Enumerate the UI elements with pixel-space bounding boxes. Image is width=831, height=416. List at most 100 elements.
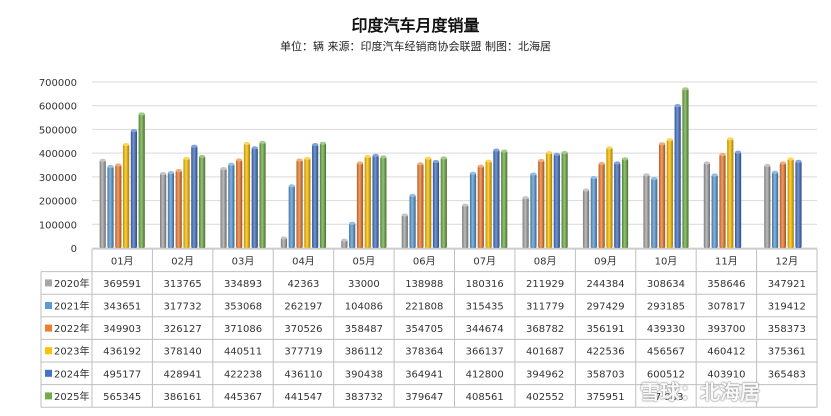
bar-top-2025年-04月 <box>319 141 327 145</box>
bar-top-2022年-12月 <box>779 161 786 165</box>
bar-top-2023年-05月 <box>364 154 371 159</box>
bar-2023年-06月 <box>425 158 432 248</box>
x-tick-label-7: 08月 <box>534 255 557 267</box>
bar-top-2025年-03月 <box>259 140 266 144</box>
bar-top-2024年-10月 <box>674 103 681 108</box>
bar-top-2020年-02月 <box>160 171 167 176</box>
data-label-2020年-06月: 138988 <box>405 279 443 290</box>
bar-top-2021年-04月 <box>288 184 295 188</box>
bar-top-2023年-04月 <box>304 156 311 161</box>
bar-top-2024年-05月 <box>372 153 379 158</box>
data-label-2024年-08月: 394962 <box>526 369 564 380</box>
bar-2021年-12月 <box>771 172 779 248</box>
data-label-2025年-01月: 565345 <box>103 392 141 403</box>
bar-2020年-10月 <box>643 174 650 248</box>
bar-top-2023年-01月 <box>123 142 130 147</box>
bar-top-2022年-06月 <box>417 162 424 166</box>
bar-top-2024年-07月 <box>493 148 500 152</box>
bar-top-2022年-01月 <box>115 163 122 167</box>
y-tick-label-6: 600000 <box>39 102 77 113</box>
bar-2023年-04月 <box>304 158 311 248</box>
data-label-2021年-12月: 319412 <box>768 302 806 313</box>
x-tick-label-8: 09月 <box>594 255 617 267</box>
y-tick-label-0: 0 <box>71 244 77 255</box>
bar-2024年-12月 <box>795 161 802 248</box>
data-label-2025年-10月: 67 963 <box>648 392 683 403</box>
bar-2023年-08月 <box>545 152 553 248</box>
bar-top-2020年-10月 <box>643 173 650 177</box>
legend-label-2020年: 2020年 <box>54 277 89 290</box>
bar-2025年-09月 <box>621 158 629 248</box>
bar-2025年-01月 <box>138 113 145 249</box>
bar-2020年-09月 <box>582 190 590 248</box>
bar-2022年-07月 <box>477 166 484 248</box>
data-label-2021年-10月: 293185 <box>647 302 685 313</box>
legend-label-2021年: 2021年 <box>54 300 89 313</box>
data-label-2025年-07月: 408561 <box>466 392 504 403</box>
bar-top-2024年-03月 <box>251 146 258 150</box>
bar-2023年-03月 <box>243 143 251 248</box>
bar-2023年-07月 <box>485 161 492 248</box>
data-label-2020年-08月: 211929 <box>526 279 564 290</box>
chart-title: 印度汽车月度销量 <box>351 16 480 35</box>
bar-top-2021年-05月 <box>349 221 356 225</box>
data-label-2023年-09月: 422536 <box>586 347 624 358</box>
data-label-2023年-05月: 386112 <box>345 347 383 358</box>
data-label-2022年-10月: 439330 <box>647 324 685 335</box>
bar-top-2025年-09月 <box>621 157 629 161</box>
bar-top-2020年-11月 <box>703 161 710 165</box>
bar-top-2025年-02月 <box>199 154 206 159</box>
bar-top-2023年-12月 <box>787 157 794 161</box>
bar-2020年-08月 <box>522 197 529 248</box>
x-tick-label-2: 03月 <box>232 255 255 267</box>
data-label-2025年-05月: 383732 <box>345 392 383 403</box>
bar-2023年-05月 <box>364 156 371 248</box>
data-label-2025年-02月: 386161 <box>164 392 202 403</box>
bar-top-2020年-01月 <box>99 158 106 162</box>
data-label-2022年-03月: 371086 <box>224 324 262 335</box>
legend-label-2022年: 2022年 <box>54 322 89 335</box>
bar-2020年-01月 <box>99 160 106 248</box>
data-label-2024年-07月: 412800 <box>466 369 504 380</box>
chart-subtitle: 单位：辆 来源：印度汽车经销商协会联盟 制图：北海居 <box>280 40 551 53</box>
bar-top-2021年-03月 <box>228 162 235 166</box>
bar-2023年-02月 <box>183 158 190 248</box>
data-label-2023年-08月: 401687 <box>526 347 564 358</box>
bar-2023年-10月 <box>666 139 673 248</box>
bar-2021年-03月 <box>228 164 235 248</box>
data-label-2024年-04月: 436110 <box>284 369 322 380</box>
bar-top-2020年-06月 <box>401 213 408 217</box>
data-label-2022年-02月: 326127 <box>164 324 202 335</box>
bar-2023年-11月 <box>727 138 734 248</box>
bar-top-2022年-07月 <box>477 164 484 168</box>
bar-top-2022年-09月 <box>598 161 605 166</box>
bar-top-2024年-06月 <box>432 159 440 164</box>
x-tick-label-10: 11月 <box>715 255 738 267</box>
bar-top-2025年-07月 <box>501 149 508 153</box>
bar-2020年-04月 <box>280 237 288 248</box>
bar-2024年-09月 <box>614 162 621 248</box>
data-label-2024年-02月: 428941 <box>164 369 202 380</box>
legend-swatch-2024年 <box>45 369 52 377</box>
bar-top-2020年-05月 <box>341 238 348 242</box>
bar-top-2021年-06月 <box>409 193 416 197</box>
bar-2021年-08月 <box>530 174 537 248</box>
bar-top-2024年-12月 <box>795 159 802 163</box>
data-label-2025年-08月: 402552 <box>526 392 564 403</box>
bar-top-2021年-09月 <box>590 175 597 180</box>
data-label-2020年-12月: 347921 <box>768 279 806 290</box>
y-tick-label-3: 300000 <box>39 173 77 184</box>
data-label-2022年-07月: 344674 <box>466 324 504 335</box>
bar-2024年-04月 <box>312 144 319 248</box>
data-label-2024年-09月: 358703 <box>586 369 624 380</box>
bar-top-2022年-02月 <box>175 169 182 173</box>
bar-top-2023年-06月 <box>425 156 432 160</box>
bar-2021年-02月 <box>167 172 175 248</box>
data-label-2022年-09月: 356191 <box>586 324 624 335</box>
bar-top-2022年-08月 <box>538 158 545 163</box>
bar-top-2024年-11月 <box>734 150 742 154</box>
bar-2021年-04月 <box>288 185 295 248</box>
x-tick-label-1: 02月 <box>171 255 194 267</box>
bar-top-2023年-10月 <box>666 138 673 142</box>
